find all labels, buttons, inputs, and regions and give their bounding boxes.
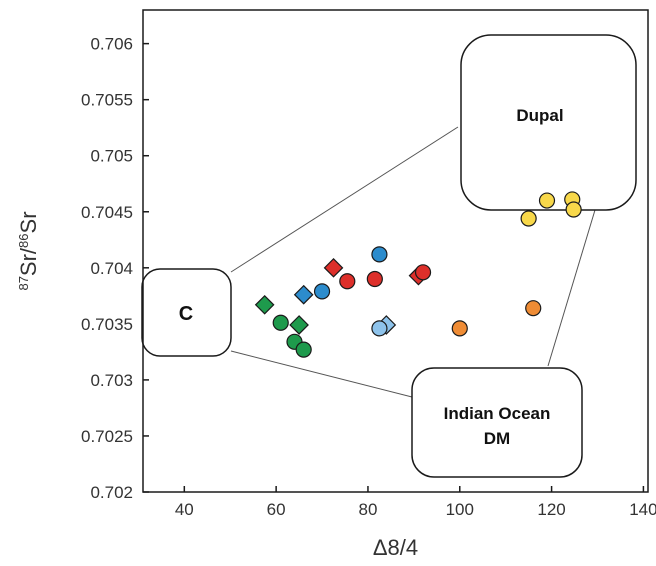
y-tick-label: 0.7025 [81,427,133,446]
y-tick-label: 0.706 [90,35,133,54]
axis-ticks: 40 60 80 100 120 140 0.702 0.7025 0.703 0.7035 0.7… [81,35,656,519]
indian-ocean-label: Indian Ocean [444,404,551,423]
dupal-box [460,34,637,211]
connector-line [230,350,413,398]
x-tick-label: 120 [537,500,565,519]
red-diamond-marker [323,257,344,278]
red-circle-marker [414,264,432,281]
y-axis-title-sup1: 87 [16,276,31,290]
y-tick-label: 0.703 [90,371,133,390]
data-markers [254,191,582,358]
y-tick-label: 0.704 [90,259,133,278]
x-tick-label: 100 [446,500,474,519]
green-circle-marker [272,314,289,331]
x-tick-label: 80 [358,500,377,519]
y-tick-label: 0.702 [90,483,133,502]
red-circle-marker [366,270,383,288]
y-axis-title-sup2: 86 [16,233,31,247]
y-tick-label: 0.7035 [81,315,133,334]
connector-line [230,126,459,273]
c-label: C [179,303,193,325]
green-circle-marker [295,341,312,358]
connector-line [547,209,596,367]
yellow-circle-marker [565,201,582,218]
y-axis-title-main2: Sr [16,211,41,233]
red-circle-marker [339,273,356,290]
x-axis-title: Δ8/4 [373,535,418,560]
green-diamond-marker [289,315,309,335]
x-tick-label: 140 [629,500,656,519]
end-member-boxes: Dupal C Indian Ocean DM [141,34,637,478]
plot-frame [142,9,649,493]
green-diamond-marker [254,294,275,315]
orange-circle-marker [525,300,542,317]
c-box [141,268,232,357]
y-axis-title-main1: Sr/ [16,247,41,276]
yellow-circle-marker [520,210,537,227]
y-axis-title: 87Sr/86Sr [16,211,41,290]
indian-ocean-dm-box [411,367,583,478]
dupal-label: Dupal [516,106,563,125]
blue-circle-marker [313,283,331,300]
blue-circle-marker [371,246,388,263]
y-tick-label: 0.7055 [81,91,133,110]
lightblue-circle-marker [371,320,388,337]
dm-label: DM [484,429,510,448]
y-tick-label: 0.705 [90,147,133,166]
blue-diamond-marker [293,284,314,305]
x-tick-label: 60 [267,500,286,519]
yellow-circle-marker [538,192,556,209]
x-tick-label: 40 [175,500,194,519]
end-member-connectors [230,126,596,398]
orange-circle-marker [451,320,468,337]
y-tick-label: 0.7045 [81,203,133,222]
